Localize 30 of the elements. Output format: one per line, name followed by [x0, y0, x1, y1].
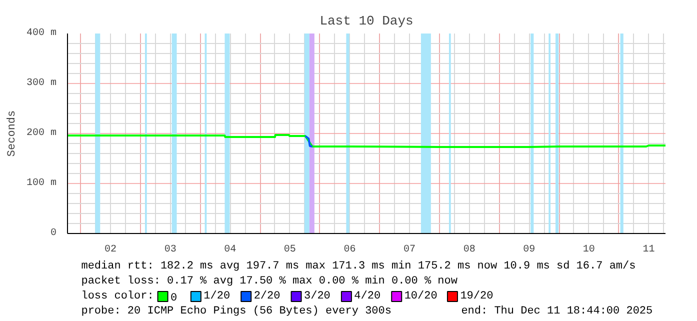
text: end: Thu Dec 11 18:44:00 2025: [461, 306, 653, 318]
line-series: [304, 135, 314, 148]
legend-label: 19/20: [460, 290, 494, 302]
legend-label: 2/20: [254, 290, 280, 302]
text: probe: 20 ICMP Echo Pings (56 Bytes) every 300s: [81, 306, 392, 318]
legend-label: 10/20: [404, 290, 438, 302]
y-tick-label: 200 m: [26, 128, 57, 139]
x-tick-label: 06: [344, 244, 356, 256]
legend-title: loss color:: [81, 290, 154, 302]
x-tick-label: 07: [404, 244, 416, 256]
text: median rtt: 182.2 ms avg 197.7 ms max 171.3 ms min 175.2 ms now 10.9 ms sd 16.7 am/s: [81, 260, 636, 272]
text: packet loss: 0.17 % avg 17.50 % max 0.00 % min 0.00 % now: [81, 276, 458, 288]
x-tick-label: 02: [104, 244, 117, 256]
x-tick-label: 09: [523, 244, 536, 256]
x-tick-label: 08: [463, 244, 476, 256]
legend-label: 0: [170, 292, 178, 304]
legend-label: 1/20: [204, 290, 230, 302]
x-tick-label: 05: [284, 244, 296, 256]
legend-label: 4/20: [354, 290, 381, 302]
x-tick-label: 04: [224, 244, 236, 256]
y-tick-label: 400 m: [26, 28, 57, 39]
y-tick-label: 100 m: [26, 178, 57, 189]
y-tick-label: 300 m: [26, 78, 57, 89]
x-tick-label: 03: [164, 244, 176, 256]
x-tick-label: 11: [642, 244, 655, 256]
chart-title: Last 10 Days: [320, 14, 414, 28]
x-tick-label: 10: [582, 244, 595, 256]
legend-label: 3/20: [304, 290, 330, 302]
y-axis-title: Seconds: [6, 110, 18, 157]
y-tick-label: 0: [50, 228, 57, 239]
